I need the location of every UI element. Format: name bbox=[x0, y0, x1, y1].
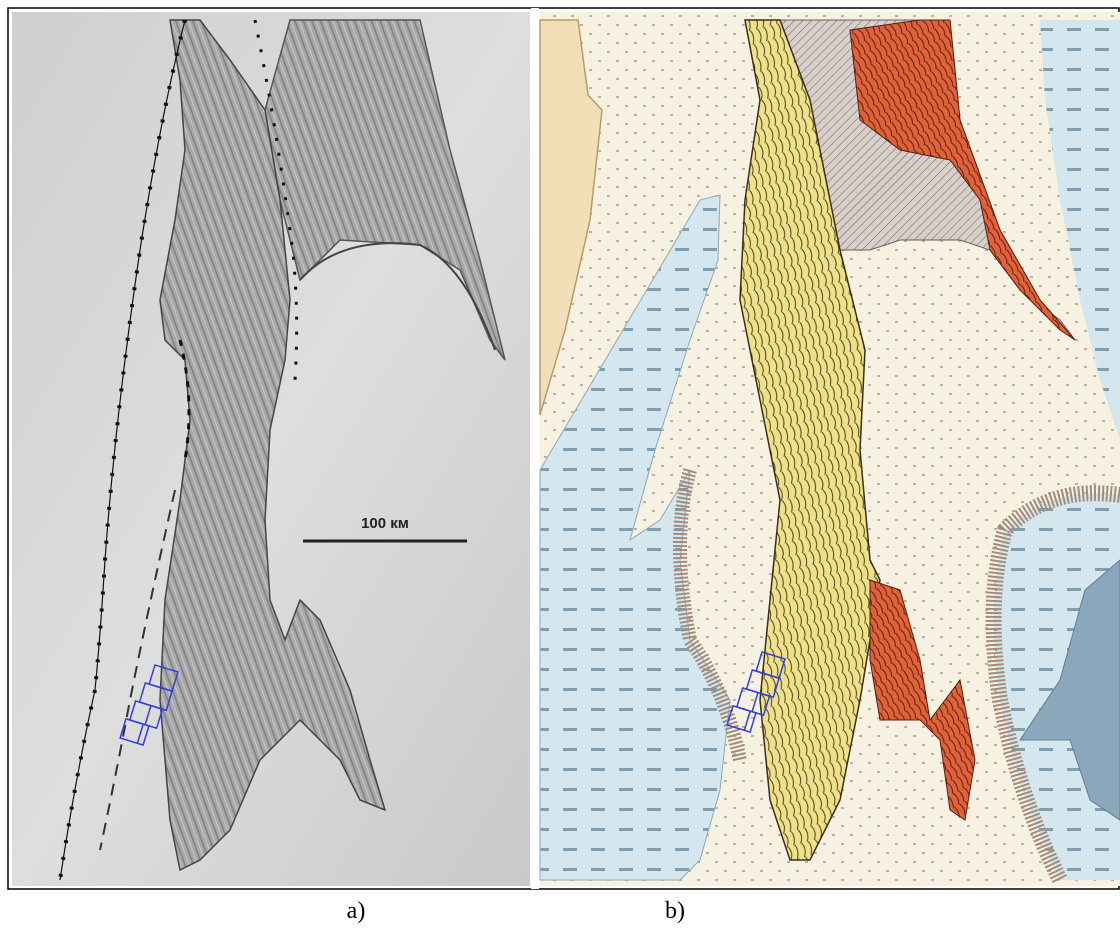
panel-label: a) bbox=[347, 898, 366, 924]
panel-b bbox=[540, 12, 1120, 886]
page: 100 км a) b) (() => { const data = JSON.… bbox=[0, 0, 1120, 937]
figure: 100 км a) b) bbox=[0, 0, 1120, 937]
panel-a: 100 км bbox=[12, 12, 530, 886]
panel-label: b) bbox=[665, 898, 685, 924]
scale-label: 100 км bbox=[361, 515, 409, 532]
